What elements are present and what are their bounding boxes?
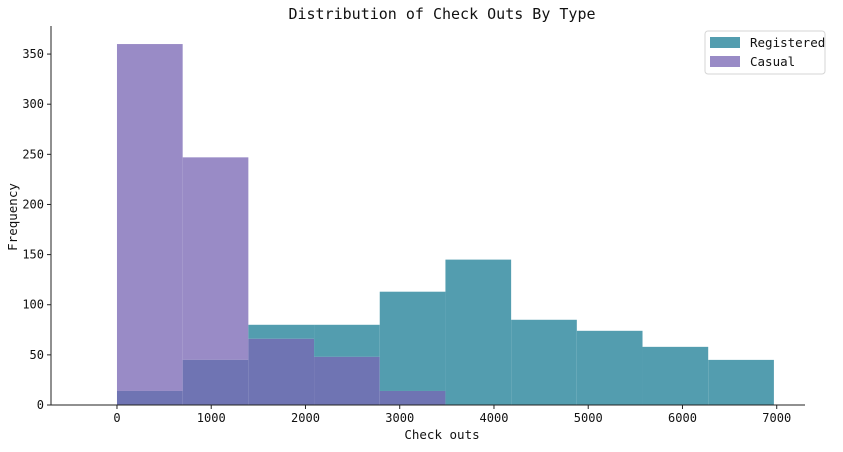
bar-registered-5 (445, 259, 512, 405)
x-tick-label: 0 (113, 411, 120, 425)
bar-overlap-1 (182, 359, 249, 405)
bar-registered-3 (314, 324, 380, 357)
x-tick-label: 2000 (291, 411, 320, 425)
y-tick-label: 100 (22, 298, 44, 312)
y-tick-label: 150 (22, 248, 44, 262)
x-tick-label: 1000 (197, 411, 226, 425)
bar-registered-7 (576, 330, 643, 405)
legend-label-casual: Casual (750, 54, 795, 69)
legend: Registered Casual (704, 30, 826, 75)
y-tick-label: 350 (22, 47, 44, 61)
bar-overlap-0 (116, 390, 183, 405)
y-axis-label: Frequency (5, 183, 20, 251)
x-tick-label: 3000 (385, 411, 414, 425)
bar-registered-6 (511, 319, 577, 405)
legend-label-registered: Registered (750, 35, 825, 50)
axes (50, 26, 805, 406)
axis-ticks: 0 1000 2000 3000 4000 5000 6000 7000 0 50 100 150 20… (22, 47, 791, 425)
x-axis-label: Check outs (404, 427, 479, 442)
bar-overlap-4 (379, 390, 446, 405)
x-tick-label: 7000 (762, 411, 791, 425)
x-tick-label: 5000 (574, 411, 603, 425)
y-tick-label: 250 (22, 147, 44, 161)
chart-title: Distribution of Check Outs By Type (288, 5, 595, 23)
y-tick-label: 200 (22, 197, 44, 211)
x-tick-label: 4000 (480, 411, 509, 425)
y-tick-label: 300 (22, 97, 44, 111)
bar-registered-2 (248, 324, 315, 339)
legend-swatch-casual (710, 56, 740, 67)
bar-casual-1 (182, 157, 249, 360)
bar-registered-9 (708, 359, 774, 405)
histogram-bars (116, 44, 774, 405)
legend-swatch-registered (710, 37, 740, 48)
y-tick-label: 50 (30, 348, 44, 362)
bar-registered-4 (379, 291, 446, 391)
bar-overlap-3 (314, 356, 380, 405)
bar-registered-8 (642, 346, 709, 405)
y-tick-label: 0 (37, 398, 44, 412)
x-tick-label: 6000 (668, 411, 697, 425)
bar-overlap-2 (248, 338, 315, 405)
bar-casual-0 (116, 44, 183, 391)
